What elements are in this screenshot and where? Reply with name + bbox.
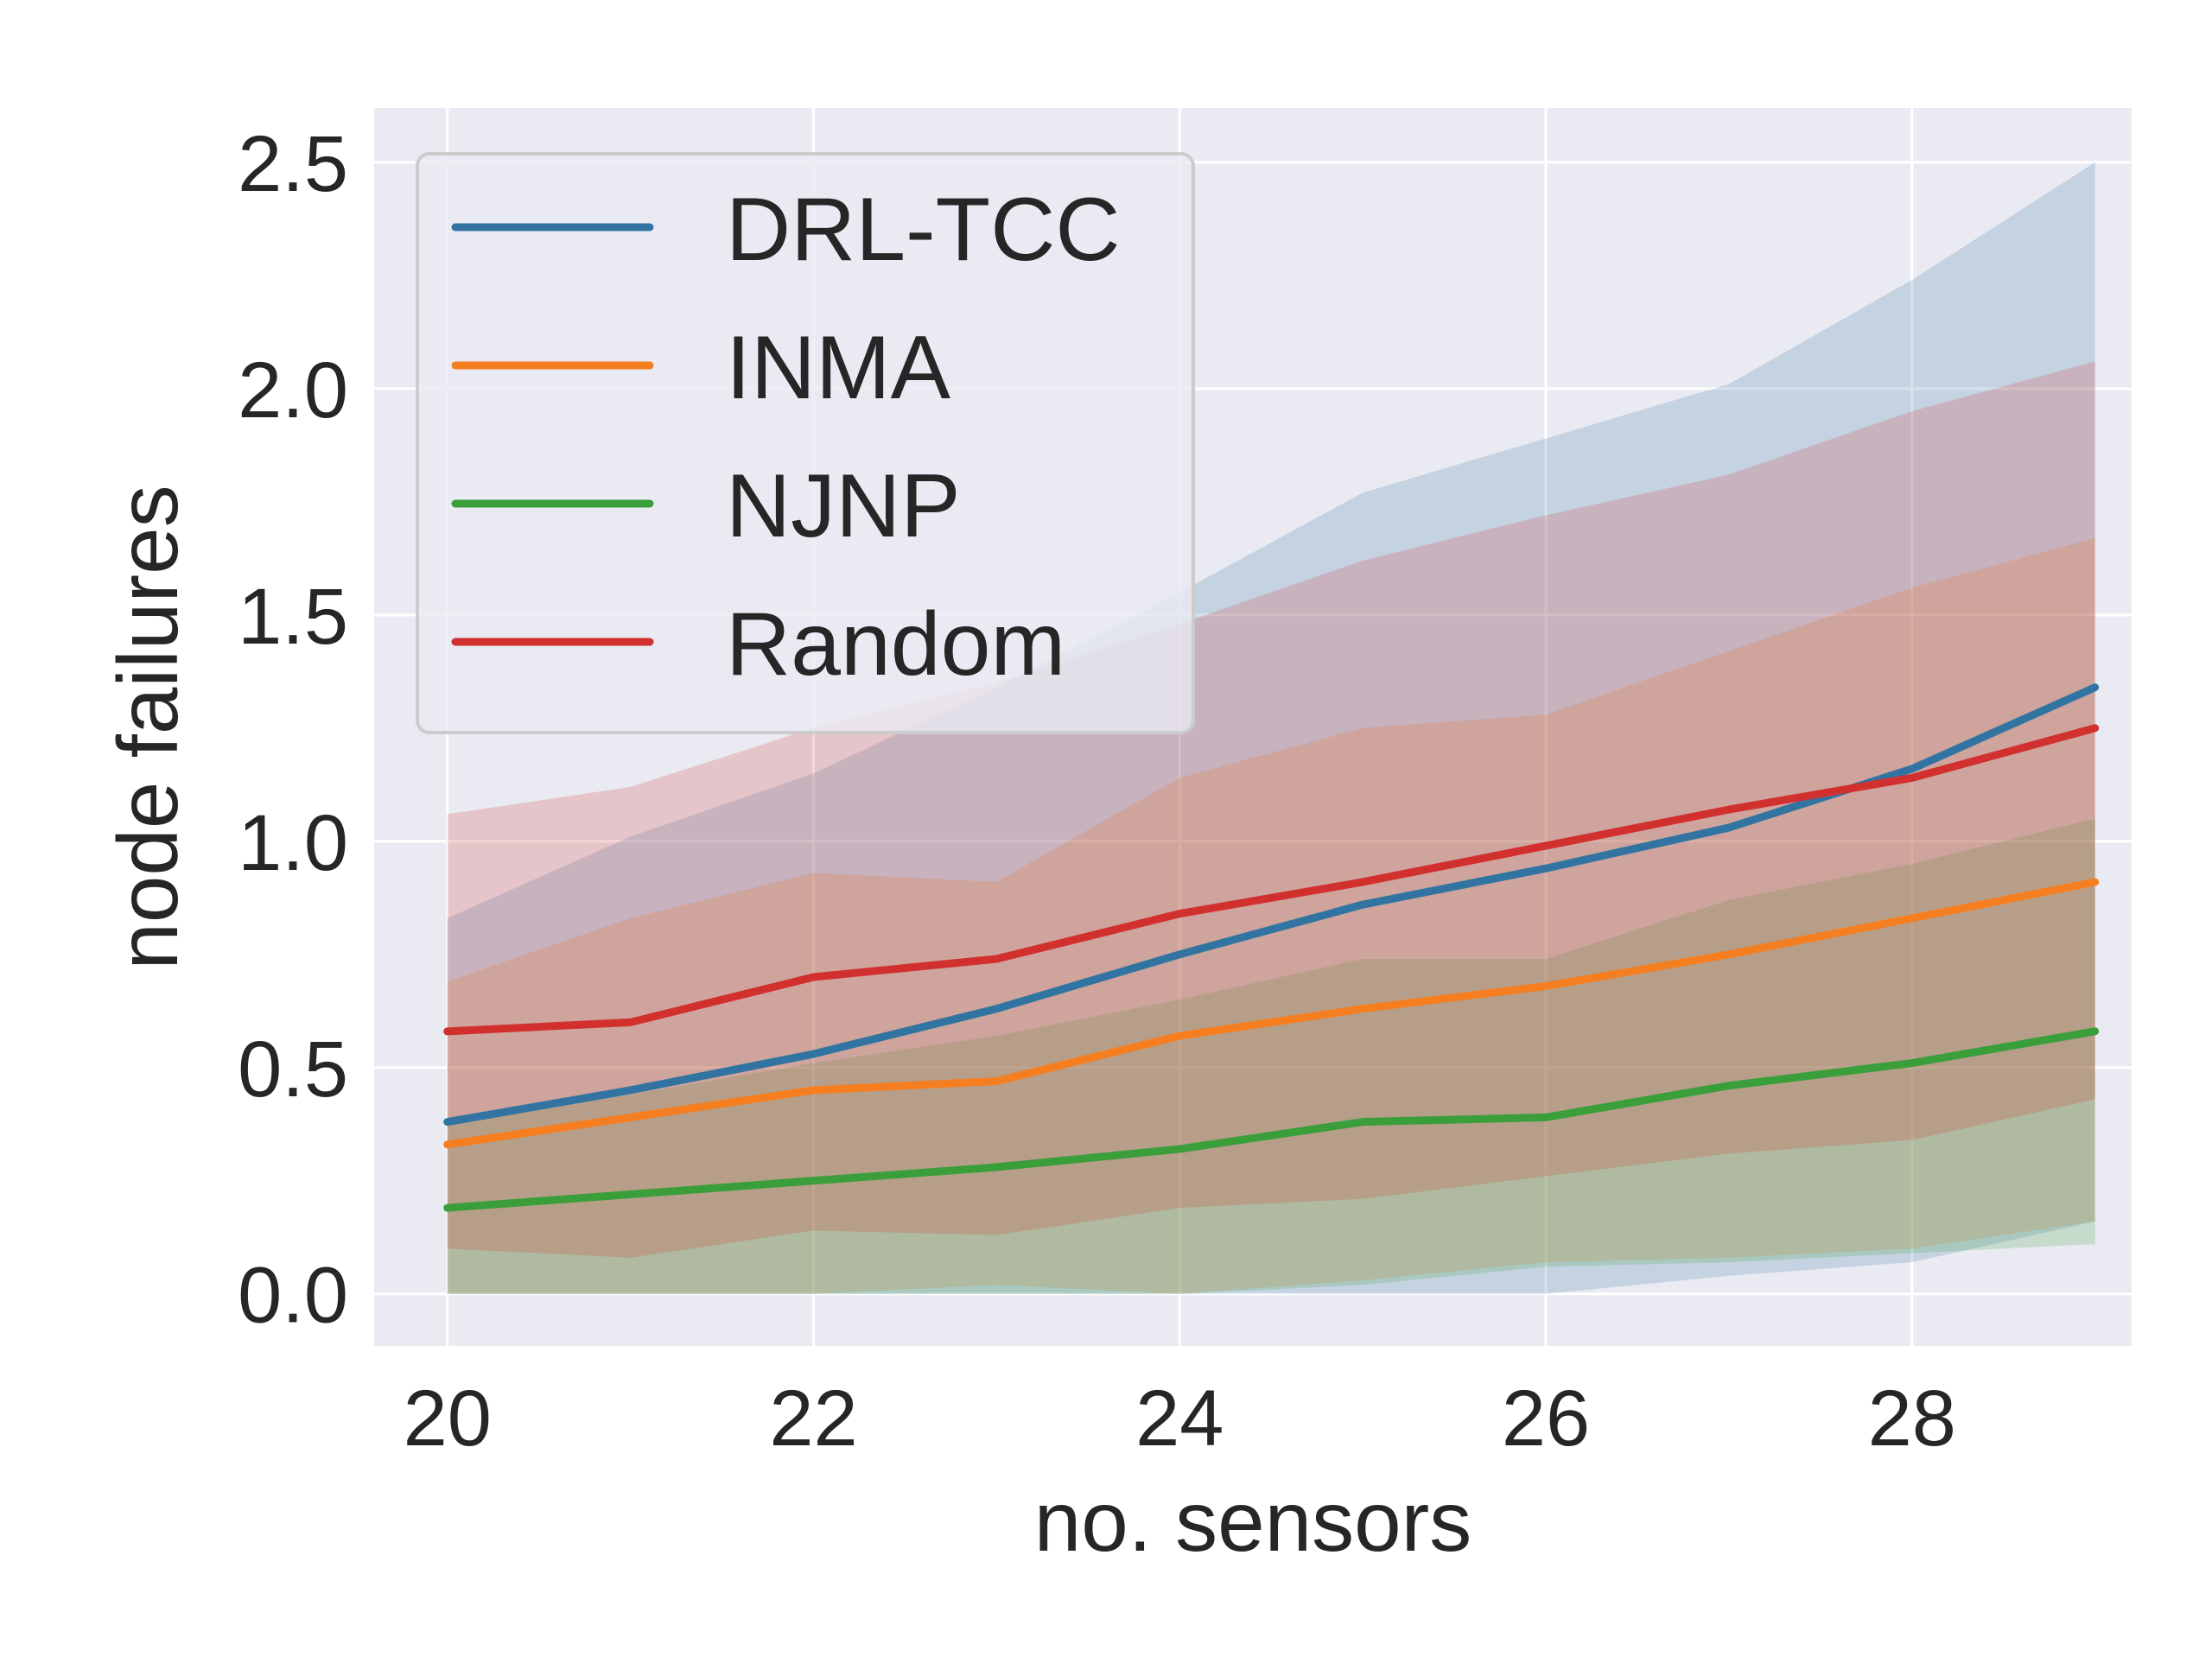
- band-drl-tcc: [447, 162, 2095, 1294]
- band-random: [447, 361, 2095, 1258]
- x-axis-label: no. sensors: [1034, 1474, 1472, 1569]
- y-tick-label: 1.5: [238, 573, 348, 661]
- series-line-drl-tcc: [443, 683, 2100, 1127]
- x-tick-label: 22: [769, 1374, 857, 1463]
- legend-label: INMA: [726, 318, 951, 418]
- x-tick-label: 28: [1868, 1374, 1956, 1463]
- legend-box: [416, 152, 1195, 734]
- band-inma: [447, 537, 2095, 1294]
- y-tick-label: 2.0: [238, 346, 348, 435]
- series-line-njnp: [443, 1027, 2100, 1212]
- legend-label: NJNP: [726, 456, 961, 556]
- series-lines: [443, 683, 2100, 1212]
- y-tick-label: 0.5: [238, 1025, 348, 1114]
- x-tick-label: 24: [1135, 1374, 1224, 1463]
- series-line-random: [443, 724, 2100, 1036]
- x-tick-label: 26: [1502, 1374, 1590, 1463]
- legend-label: DRL-TCC: [726, 180, 1120, 280]
- x-tick-label: 20: [404, 1374, 492, 1463]
- y-tick-labels: 0.0 0.5 1.0 1.5 2.0 2.5: [238, 120, 348, 1340]
- series-line-inma: [443, 878, 2100, 1149]
- legend-label: Random: [726, 594, 1065, 695]
- legend: DRL-TCC INMA NJNP Random: [416, 152, 1195, 734]
- y-tick-label: 0.0: [238, 1252, 348, 1340]
- y-tick-label: 2.5: [238, 120, 348, 208]
- y-tick-label: 1.0: [238, 799, 348, 887]
- x-tick-labels: 20 22 24 26 28: [404, 1374, 1956, 1463]
- y-axis-label: node failures: [100, 485, 195, 969]
